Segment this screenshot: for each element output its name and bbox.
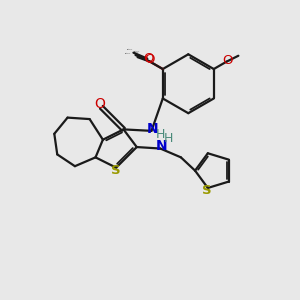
Text: H: H	[164, 132, 173, 145]
Text: methoxy: methoxy	[131, 50, 137, 51]
Text: methoxy: methoxy	[125, 53, 131, 54]
Text: methoxy: methoxy	[132, 52, 139, 53]
Text: S: S	[202, 184, 212, 197]
Text: methoxy: methoxy	[127, 49, 133, 50]
Text: O: O	[94, 97, 105, 111]
Text: O: O	[144, 53, 155, 66]
Text: methoxy: methoxy	[134, 51, 140, 52]
Text: H: H	[156, 128, 166, 141]
Text: N: N	[156, 139, 167, 153]
Text: S: S	[111, 164, 120, 176]
Text: methoxy: methoxy	[131, 48, 137, 49]
Text: O: O	[223, 54, 233, 67]
Text: O: O	[143, 52, 154, 65]
Text: N: N	[147, 122, 158, 136]
